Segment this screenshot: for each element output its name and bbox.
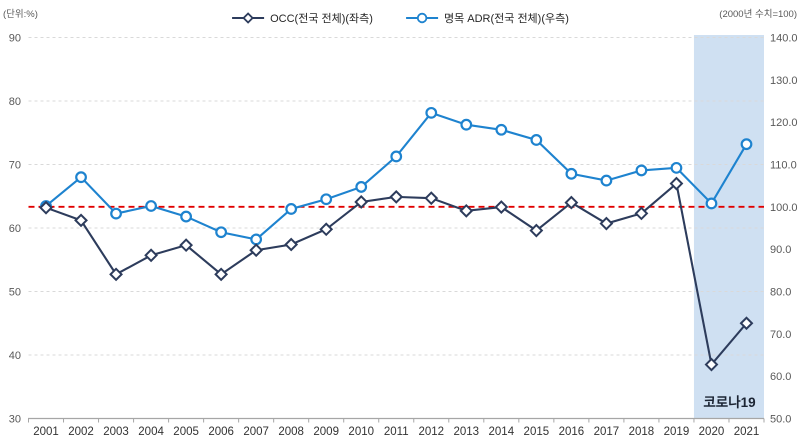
svg-text:2013: 2013 <box>454 426 480 438</box>
diamond-marker-icon <box>231 12 265 24</box>
legend-item-adr: 명목 ADR(전국 전체)(우측) <box>405 10 569 26</box>
svg-text:2020: 2020 <box>699 426 725 438</box>
left-axis-labels: 90 80 70 60 50 40 30 <box>9 33 21 426</box>
svg-text:50: 50 <box>9 287 21 299</box>
svg-text:50.0: 50.0 <box>770 414 791 426</box>
svg-text:90.0: 90.0 <box>770 244 791 256</box>
svg-text:2009: 2009 <box>313 426 339 438</box>
svg-text:130.0: 130.0 <box>770 75 798 87</box>
svg-text:70.0: 70.0 <box>770 329 791 341</box>
svg-text:2008: 2008 <box>278 426 304 438</box>
svg-text:2001: 2001 <box>33 426 59 438</box>
svg-text:60: 60 <box>9 223 21 235</box>
svg-text:80.0: 80.0 <box>770 287 791 299</box>
gridlines <box>28 37 764 356</box>
x-axis-labels: 2001 2002 2003 2004 2005 2006 2007 2008 2009 2010… <box>33 426 759 438</box>
svg-text:2018: 2018 <box>629 426 655 438</box>
svg-text:2002: 2002 <box>68 426 94 438</box>
svg-text:2003: 2003 <box>103 426 129 438</box>
svg-text:2005: 2005 <box>173 426 199 438</box>
legend-label-occ: OCC(전국 전체)(좌측) <box>270 13 373 25</box>
svg-text:110.0: 110.0 <box>770 160 797 172</box>
svg-text:2014: 2014 <box>489 426 515 438</box>
covid19-annotation: 코로나19 <box>703 395 756 410</box>
svg-text:120.0: 120.0 <box>770 117 798 129</box>
svg-text:70: 70 <box>9 160 21 172</box>
svg-text:2019: 2019 <box>664 426 690 438</box>
series-occ <box>39 176 754 372</box>
svg-text:2010: 2010 <box>348 426 374 438</box>
svg-text:2011: 2011 <box>384 426 409 438</box>
svg-text:40: 40 <box>9 350 21 362</box>
svg-text:140.0: 140.0 <box>770 33 798 45</box>
right-axis-unit-label: (2000년 수치=100) <box>719 9 797 20</box>
svg-text:2015: 2015 <box>524 426 550 438</box>
chart-legend: OCC(전국 전체)(좌측) 명목 ADR(전국 전체)(우측) <box>231 10 569 26</box>
legend-item-occ: OCC(전국 전체)(좌측) <box>231 10 373 26</box>
svg-text:80: 80 <box>9 96 21 108</box>
svg-text:2007: 2007 <box>243 426 269 438</box>
svg-text:90: 90 <box>9 33 21 45</box>
svg-text:100.0: 100.0 <box>770 202 798 214</box>
left-axis-unit-label: (단위:%) <box>3 9 38 20</box>
x-axis-ticks <box>28 418 765 423</box>
svg-text:30: 30 <box>9 414 21 426</box>
svg-text:2004: 2004 <box>138 426 164 438</box>
series-adr <box>40 106 753 246</box>
svg-text:2006: 2006 <box>208 426 234 438</box>
svg-text:60.0: 60.0 <box>770 371 791 383</box>
svg-text:2012: 2012 <box>418 426 444 438</box>
svg-text:2016: 2016 <box>559 426 585 438</box>
svg-text:2017: 2017 <box>594 426 620 438</box>
right-axis-labels: 140.0 130.0 120.0 110.0 100.0 90.0 80.0 70.0 60.… <box>770 33 798 426</box>
circle-marker-icon <box>405 12 439 24</box>
svg-text:2021: 2021 <box>734 426 760 438</box>
covid-highlight-band <box>693 35 764 419</box>
legend-label-adr: 명목 ADR(전국 전체)(우측) <box>443 13 569 25</box>
